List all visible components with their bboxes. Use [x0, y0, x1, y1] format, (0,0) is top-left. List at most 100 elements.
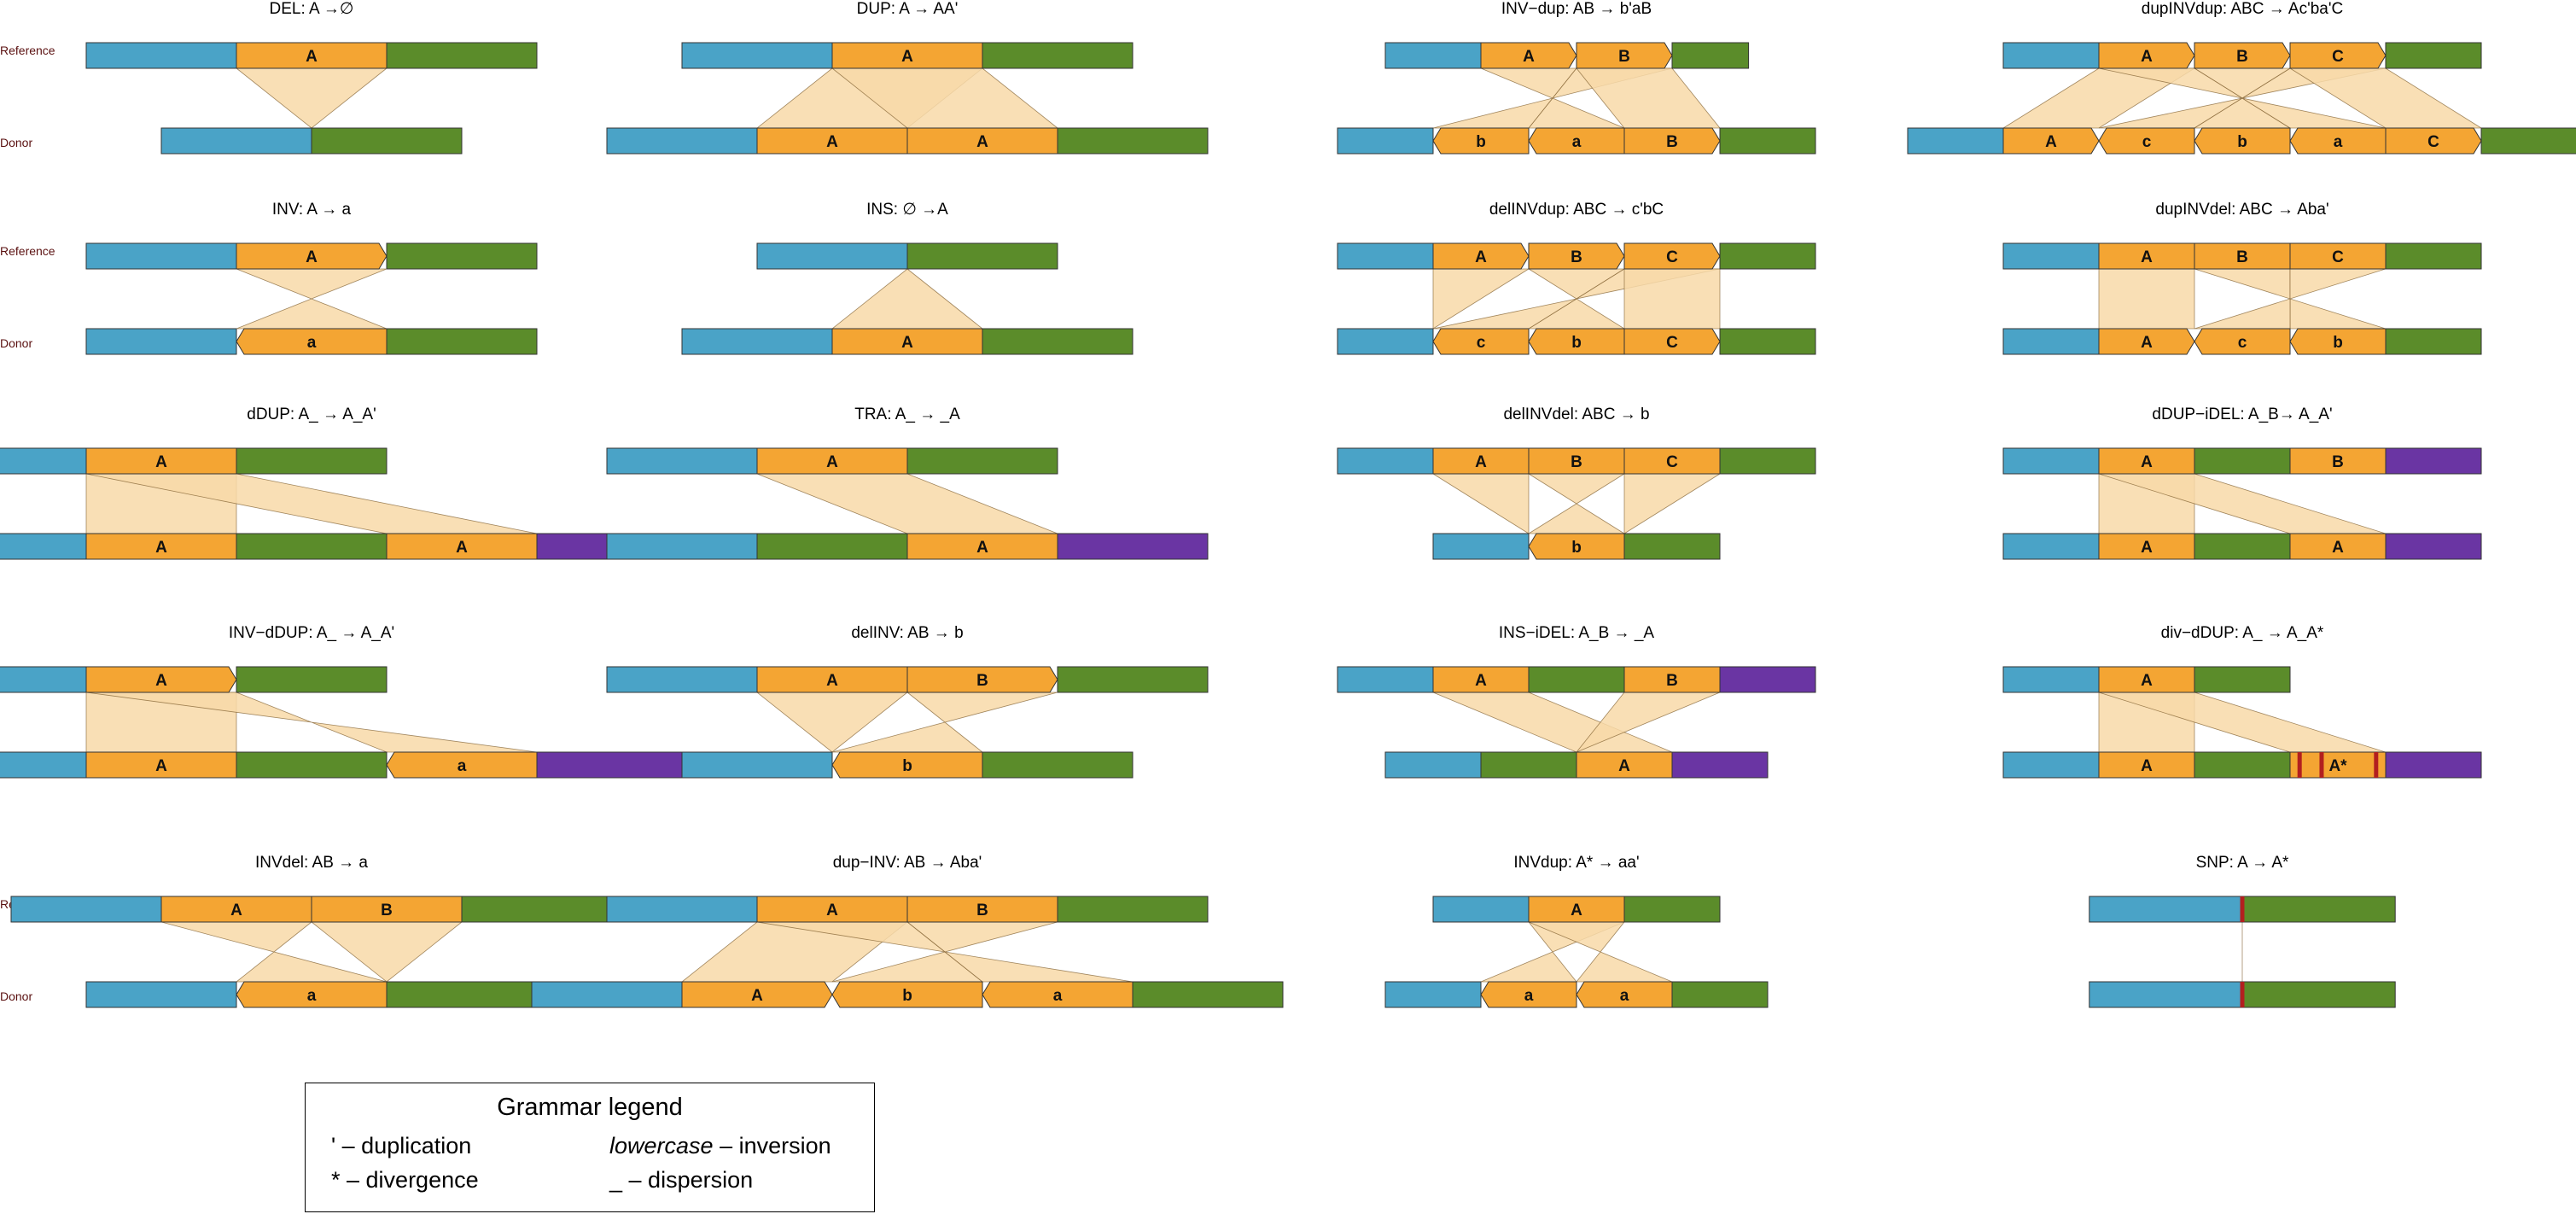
- mapping-band: [756, 473, 1058, 534]
- snp-mark: [2240, 982, 2245, 1007]
- segment-label: C: [2332, 48, 2344, 66]
- donor-flank: [85, 328, 237, 355]
- sv-panel: delINVdel: ABC → b A B Cb: [1337, 406, 1816, 560]
- segment-label: A: [1523, 48, 1535, 66]
- reference-flank: [1337, 242, 1434, 270]
- donor-segment: [1576, 981, 1673, 1008]
- segment-label: C: [2332, 248, 2344, 266]
- reference-flank: [1623, 896, 1721, 923]
- reference-flank: [2385, 447, 2482, 475]
- donor-flank: [2002, 751, 2100, 779]
- segment-label: b: [902, 987, 912, 1005]
- donor-label: Donor: [0, 136, 32, 149]
- segment-label: a: [458, 757, 467, 775]
- legend-title: Grammar legend: [497, 1094, 683, 1121]
- donor-flank: [1132, 981, 1284, 1008]
- donor-flank: [1337, 328, 1434, 355]
- panel-title: TRA: A_ → _A: [854, 406, 960, 423]
- segment-label: A: [155, 539, 167, 557]
- donor-flank: [236, 751, 388, 779]
- segment-label: A: [2141, 334, 2153, 352]
- segment-label: A: [901, 48, 913, 66]
- reference-flank: [10, 896, 162, 923]
- segment-label: B: [2236, 248, 2248, 266]
- segment-label: b: [1571, 334, 1582, 352]
- grammar-legend: Grammar legend ' – duplication lowercase…: [305, 1083, 875, 1212]
- segment-label: a: [1620, 987, 1629, 1005]
- reference-flank: [1057, 896, 1209, 923]
- legend-symbol-dispersion: _: [609, 1167, 623, 1193]
- mapping-band: [1623, 473, 1722, 534]
- panel-title: SNP: A → A*: [2196, 854, 2289, 872]
- donor-flank: [2089, 981, 2243, 1008]
- segment-label: A: [826, 902, 838, 919]
- sv-panel: TRA: A_ → _A A A: [606, 406, 1209, 560]
- segment-label: C: [1666, 334, 1678, 352]
- donor-flank: [1384, 751, 1482, 779]
- legend-item-duplication: ' – duplication: [331, 1133, 471, 1159]
- segment-label: A: [1475, 453, 1487, 471]
- reference-segment: [85, 666, 237, 693]
- donor-flank: [531, 981, 683, 1008]
- panel-title: dupINVdup: ABC → Ac'ba'C: [2142, 0, 2343, 18]
- panel-title: INS: ∅ →A: [866, 201, 948, 219]
- segment-label: B: [976, 902, 988, 919]
- segment-label: b: [2333, 334, 2343, 352]
- segment-label: A: [456, 539, 468, 557]
- legend-item-inversion: lowercase – inversion: [609, 1133, 831, 1159]
- legend-text-inversion: – inversion: [713, 1133, 831, 1159]
- panel-title: INVdup: A* → aa': [1513, 854, 1639, 872]
- reference-segment: [1528, 242, 1625, 270]
- segment-label: A: [826, 672, 838, 690]
- mapping-band: [2098, 268, 2195, 330]
- donor-flank: [982, 328, 1134, 355]
- panel-title: INV−dDUP: A_ → A_A': [229, 624, 394, 642]
- segment-label: a: [1572, 133, 1582, 151]
- segment-label: A: [976, 133, 988, 151]
- donor-segment: [1432, 328, 1530, 355]
- reference-flank: [1057, 666, 1209, 693]
- donor-flank: [1384, 981, 1482, 1008]
- segment-label: A: [1618, 757, 1630, 775]
- donor-segment: [681, 981, 833, 1008]
- mapping-band: [830, 268, 984, 330]
- donor-flank: [2385, 533, 2482, 560]
- reference-flank: [1337, 666, 1434, 693]
- donor-label: Donor: [0, 989, 32, 1003]
- segment-label: B: [1666, 133, 1678, 151]
- mapping-band: [1431, 473, 1530, 534]
- reference-flank: [1671, 42, 1750, 69]
- segment-label: a: [1053, 987, 1063, 1005]
- donor-segment: [2098, 328, 2195, 355]
- reference-label: Reference: [0, 44, 55, 57]
- donor-segment: [1528, 328, 1625, 355]
- panel-title: dDUP: A_ → A_A': [247, 406, 376, 423]
- segment-label: B: [2236, 48, 2248, 66]
- panel-title: delINVdel: ABC → b: [1503, 406, 1649, 423]
- segment-label: B: [2332, 453, 2344, 471]
- reference-flank: [236, 447, 388, 475]
- reference-flank: [2194, 447, 2291, 475]
- reference-segment: [2194, 42, 2291, 69]
- panel-title: INV−dup: AB → b'aB: [1501, 0, 1652, 18]
- donor-segment: [236, 328, 388, 355]
- donor-segment: [236, 981, 388, 1008]
- donor-flank: [1057, 533, 1209, 560]
- segment-label: C: [2427, 133, 2439, 151]
- segment-label: A: [2045, 133, 2057, 151]
- sv-panel: div−dDUP: A_ → A_A* A A A*: [2002, 624, 2482, 779]
- segment-label: b: [1571, 539, 1582, 557]
- reference-flank: [1719, 666, 1816, 693]
- segment-label: B: [1618, 48, 1630, 66]
- donor-segment: [831, 981, 983, 1008]
- segment-label: A: [2332, 539, 2344, 557]
- donor-flank: [386, 328, 538, 355]
- donor-flank: [0, 751, 87, 779]
- donor-flank: [0, 533, 87, 560]
- donor-label: Donor: [0, 336, 32, 350]
- segment-label: A: [901, 334, 913, 352]
- reference-flank: [606, 896, 758, 923]
- segment-label: a: [307, 334, 317, 352]
- donor-flank: [2194, 533, 2291, 560]
